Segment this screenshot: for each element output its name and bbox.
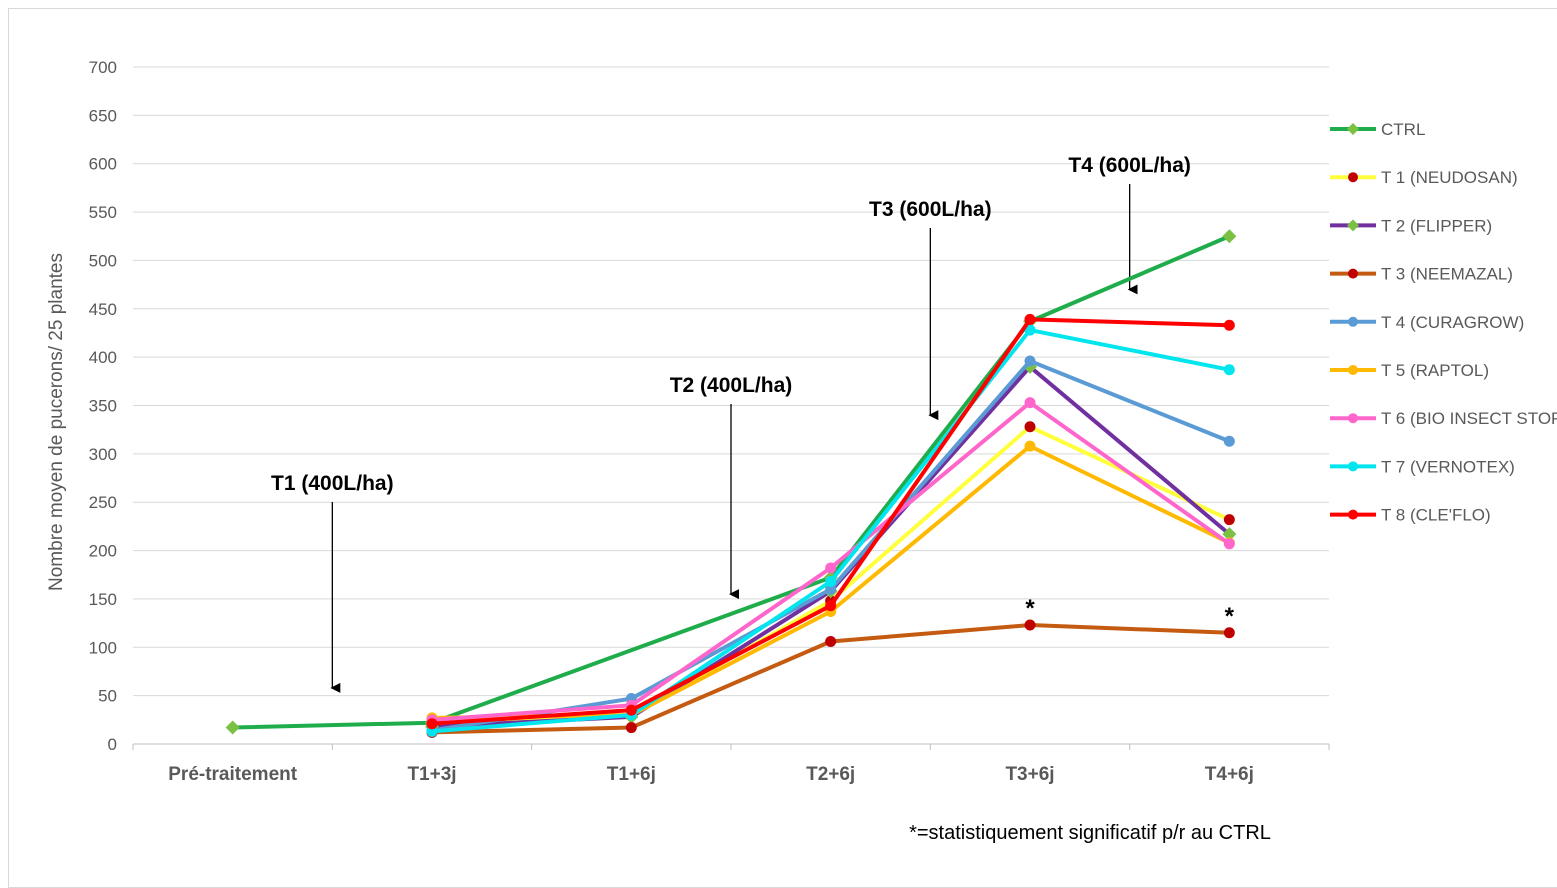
data-point bbox=[1223, 319, 1235, 331]
data-point bbox=[1223, 538, 1235, 550]
legend-label: T 5 (RAPTOL) bbox=[1381, 361, 1489, 380]
legend-label: T 8 (CLE'FLO) bbox=[1381, 506, 1491, 525]
treatment-annotation: T1 (400L/ha) bbox=[271, 472, 394, 495]
data-point bbox=[625, 704, 637, 716]
series-line bbox=[431, 400, 1231, 722]
legend-label: CTRL bbox=[1381, 120, 1425, 139]
y-tick-label: 200 bbox=[89, 542, 117, 561]
data-point bbox=[1223, 514, 1235, 526]
legend-marker bbox=[1348, 413, 1358, 424]
data-point bbox=[1024, 440, 1036, 452]
significance-marker: * bbox=[1225, 603, 1235, 630]
treatment-annotation: T3 (600L/ha) bbox=[869, 198, 992, 221]
y-tick-label: 700 bbox=[89, 58, 117, 77]
x-tick-label: Pré-traitement bbox=[168, 764, 297, 785]
data-point bbox=[825, 562, 837, 574]
significance-marker: * bbox=[1025, 595, 1035, 622]
legend-label: T 3 (NEEMAZAL) bbox=[1381, 265, 1513, 284]
data-point bbox=[1223, 627, 1235, 639]
data-point bbox=[1024, 355, 1036, 367]
data-point bbox=[825, 583, 837, 595]
legend-label: T 7 (VERNOTEX) bbox=[1381, 457, 1515, 476]
legend-marker bbox=[1347, 219, 1359, 232]
data-point bbox=[1024, 619, 1036, 631]
series bbox=[225, 229, 1237, 738]
y-tick-label: 650 bbox=[89, 106, 117, 125]
data-point bbox=[1024, 324, 1036, 336]
treatment-annotation: T4 (600L/ha) bbox=[1068, 154, 1191, 177]
x-tick-label: T1+3j bbox=[407, 764, 456, 785]
y-tick-label: 50 bbox=[98, 687, 117, 706]
axes: 0 50 100 150 200 250 300 350 400 450 500 550 600 650 7… bbox=[89, 58, 1330, 785]
legend-marker bbox=[1348, 172, 1358, 183]
series-line bbox=[431, 328, 1230, 734]
data-point bbox=[825, 635, 837, 647]
line-chart: 0 50 100 150 200 250 300 350 400 450 500 550 600 650 7… bbox=[46, 58, 1557, 844]
legend-marker bbox=[1348, 509, 1358, 520]
footnote: *=statistiquement significatif p/r au CT… bbox=[909, 822, 1271, 844]
legend-marker bbox=[1348, 365, 1358, 375]
data-point bbox=[825, 600, 837, 612]
x-tick-label: T2+6j bbox=[806, 764, 855, 785]
legend-marker bbox=[1348, 316, 1358, 327]
y-tick-label: 300 bbox=[89, 445, 117, 464]
data-point bbox=[625, 722, 637, 734]
y-tick-label: 250 bbox=[89, 493, 117, 512]
series-line bbox=[431, 317, 1230, 726]
annotations: T1 (400L/ha) T2 (400L/ha) T3 (600L/ha) T4 (… bbox=[271, 154, 1235, 693]
y-axis-label: Nombre moyen de pucerons/ 25 plantes bbox=[46, 253, 67, 591]
data-point bbox=[825, 576, 837, 588]
x-tick-label: T4+6j bbox=[1205, 764, 1254, 785]
legend-label: T 6 (BIO INSECT STOP) bbox=[1381, 409, 1557, 428]
data-point bbox=[1222, 229, 1237, 244]
legend-marker bbox=[1347, 123, 1359, 135]
data-point bbox=[426, 718, 438, 730]
legend-marker bbox=[1348, 461, 1358, 472]
x-tick-label: T3+6j bbox=[1005, 764, 1054, 785]
legend: CTRL T 1 (NEUDOSAN) T 2 (FLIPPER) T 3 (NEEM… bbox=[1330, 120, 1557, 525]
data-point bbox=[1024, 397, 1036, 409]
y-tick-label: 450 bbox=[89, 300, 117, 319]
series-line bbox=[431, 359, 1231, 733]
y-tick-label: 500 bbox=[89, 251, 117, 270]
legend-marker bbox=[1348, 268, 1358, 279]
legend-label: T 2 (FLIPPER) bbox=[1381, 216, 1492, 235]
y-tick-label: 350 bbox=[89, 397, 117, 416]
treatment-annotation: T2 (400L/ha) bbox=[670, 374, 793, 397]
legend-label: T 4 (CURAGROW) bbox=[1381, 313, 1524, 332]
data-point bbox=[1223, 435, 1235, 447]
x-tick-label: T1+6j bbox=[607, 764, 656, 785]
data-point bbox=[1024, 313, 1036, 325]
y-tick-label: 400 bbox=[89, 348, 117, 367]
y-tick-label: 100 bbox=[89, 638, 117, 657]
data-point bbox=[1222, 527, 1237, 542]
data-point bbox=[1223, 364, 1235, 376]
series-line bbox=[431, 364, 1231, 729]
data-point bbox=[1024, 421, 1036, 433]
legend-label: T 1 (NEUDOSAN) bbox=[1381, 168, 1518, 187]
y-tick-label: 600 bbox=[89, 155, 117, 174]
data-point bbox=[426, 725, 438, 737]
data-point bbox=[225, 720, 240, 735]
y-tick-label: 150 bbox=[89, 590, 117, 609]
y-tick-label: 0 bbox=[108, 735, 117, 754]
y-tick-label: 550 bbox=[89, 203, 117, 222]
